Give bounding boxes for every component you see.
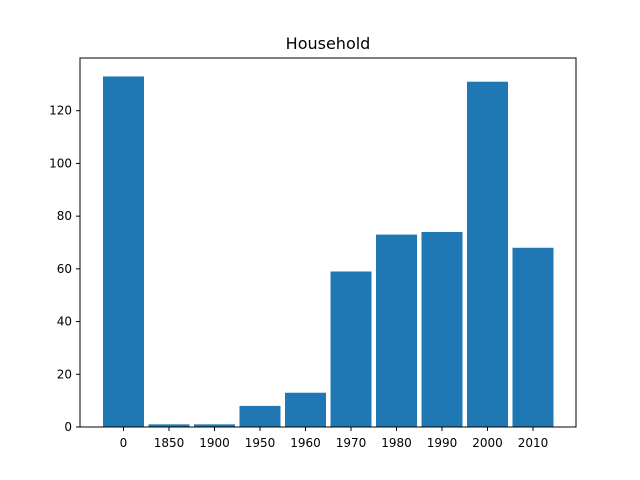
y-tick-label-100: 100 — [49, 156, 72, 170]
x-tick-label-1960: 1960 — [290, 436, 321, 450]
y-tick-label-120: 120 — [49, 104, 72, 118]
y-axis: 0 20 40 60 80 100 120 — [49, 104, 80, 434]
x-tick-label-1950: 1950 — [245, 436, 276, 450]
x-tick-label-1850: 1850 — [154, 436, 185, 450]
x-tick-label-0: 0 — [120, 436, 128, 450]
bar-1850 — [148, 424, 190, 427]
bar-2000 — [467, 81, 508, 427]
bar-1960 — [285, 392, 326, 427]
bar-1980 — [376, 234, 417, 427]
y-tick-label-60: 60 — [57, 262, 72, 276]
x-tick-label-1970: 1970 — [336, 436, 367, 450]
y-tick-label-20: 20 — [57, 367, 72, 381]
bar-1990 — [421, 231, 463, 427]
x-axis: 0 1850 1900 1950 1960 1970 1980 1990 2000 2010 — [120, 427, 549, 450]
y-tick-label-0: 0 — [64, 420, 72, 434]
bar-0 — [103, 76, 144, 427]
chart-title: Household — [286, 34, 371, 53]
x-tick-label-1900: 1900 — [199, 436, 230, 450]
bars-group — [103, 76, 554, 427]
x-tick-label-1980: 1980 — [381, 436, 412, 450]
plot-area-frame — [79, 57, 577, 428]
bar-1970 — [330, 271, 372, 427]
x-tick-label-1990: 1990 — [427, 436, 458, 450]
x-tick-label-2010: 2010 — [518, 436, 549, 450]
y-tick-label-40: 40 — [57, 315, 72, 329]
bar-2010 — [512, 247, 554, 427]
x-tick-label-2000: 2000 — [472, 436, 503, 450]
y-tick-label-80: 80 — [57, 209, 72, 223]
bar-1950 — [239, 405, 281, 427]
bar-1900 — [194, 424, 235, 427]
